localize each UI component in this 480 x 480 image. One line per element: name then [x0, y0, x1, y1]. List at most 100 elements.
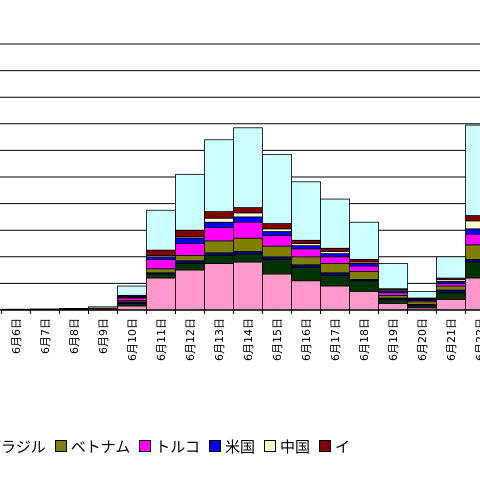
bar-segment: [59, 308, 89, 310]
x-tick-label: 6月19日: [387, 318, 400, 361]
stacked-bar-chart: 6月6日 6月7日 6月8日 6月9日 6月10日 6月11日 6月12日 6月13日 6月14…: [0, 43, 480, 361]
legend: ブラジル ベトナム トルコ 米国 中国 イ: [0, 432, 480, 460]
bar-segment: [262, 259, 292, 275]
bar-segment: [175, 173, 205, 231]
bar-segment: [465, 277, 480, 311]
bar-segment: [291, 248, 321, 258]
bar-segment: [436, 292, 466, 300]
x-tick-label: 6月20日: [416, 318, 429, 361]
legend-label: ベトナム: [70, 437, 131, 456]
legend-item: イ: [319, 436, 350, 457]
legend-swatch: [54, 440, 67, 452]
bar-segment: [262, 245, 292, 258]
bar-segment: [233, 212, 263, 218]
legend-item: ブラジル: [0, 436, 46, 457]
bar-segment: [233, 207, 263, 214]
bar-segment: [175, 263, 205, 271]
x-tick-label: 6月14日: [242, 318, 255, 361]
bar-segment: [465, 259, 480, 263]
bar-segment: [146, 249, 176, 256]
bar-segment: [349, 290, 379, 311]
bar-segment: [175, 229, 205, 238]
bar-segment: [204, 240, 234, 254]
bar-segment: [175, 269, 205, 311]
bar-segment: [465, 233, 480, 246]
x-tick-label: 6月21日: [445, 318, 458, 361]
bar-segment: [436, 298, 466, 311]
x-tick-labels: 6月6日 6月7日 6月8日 6月9日 6月10日 6月11日 6月12日 6月13日 6月14…: [1, 310, 480, 361]
bar-segment: [204, 221, 234, 228]
legend-swatch: [263, 440, 276, 452]
bar-segment: [320, 198, 350, 249]
legend-swatch: [139, 440, 152, 452]
bar-segment: [233, 216, 263, 223]
bar-segment: [204, 255, 234, 264]
bar-segment: [465, 215, 480, 222]
bar-segment: [291, 280, 321, 311]
bar-segment: [436, 285, 466, 291]
bar-segment: [349, 271, 379, 280]
bar-segment: [407, 290, 437, 299]
legend-label: ブラジル: [0, 437, 46, 456]
legend-item: ベトナム: [54, 436, 131, 457]
x-tick-label: 6月16日: [300, 318, 313, 361]
bar-segment: [349, 280, 379, 292]
bar-segment: [146, 268, 176, 274]
x-tick-label: 6月17日: [329, 318, 342, 361]
bar-segment: [320, 285, 350, 311]
legend-swatch: [319, 440, 331, 452]
bar-segment: [291, 181, 321, 241]
bar-segment: [146, 209, 176, 251]
bar-segment: [320, 256, 350, 264]
x-tick-label: 6月13日: [213, 318, 226, 361]
bar-segment: [233, 237, 263, 252]
legend-swatch: [208, 440, 221, 452]
bar-segment: [233, 127, 263, 208]
x-tick-label: 6月15日: [271, 318, 284, 361]
bar-segment: [146, 277, 176, 311]
bar-segment: [233, 221, 263, 239]
bar-segment: [320, 253, 350, 258]
bar-segment: [291, 256, 321, 266]
legend-label: 中国: [279, 437, 310, 456]
legend-label: 米国: [224, 437, 255, 456]
bar-segment: [465, 220, 480, 230]
bar-segment: [204, 227, 234, 242]
bar-segment: [349, 221, 379, 260]
bar-segment: [204, 211, 234, 219]
x-tick-label: 6月6日: [10, 318, 23, 354]
bar-segment: [262, 273, 292, 311]
bar-segment: [175, 237, 205, 244]
bar-segment: [465, 261, 480, 279]
legend-item: 米国: [208, 436, 255, 457]
bar-segment: [262, 153, 292, 224]
bar-segment: [262, 231, 292, 236]
bar-segment: [349, 265, 379, 272]
bar-segment: [204, 263, 234, 311]
x-tick-label: 6月7日: [39, 318, 52, 354]
bar-segment: [291, 267, 321, 282]
bar-segment: [146, 273, 176, 279]
x-tick-label: 6月9日: [97, 318, 110, 354]
bar-segment: [378, 263, 408, 290]
bar-segment: [117, 285, 147, 296]
x-tick-label: 6月8日: [68, 318, 81, 354]
bar-segment: [436, 256, 466, 279]
bar-segment: [146, 259, 176, 270]
bar-segment: [175, 243, 205, 256]
bar-segment: [233, 261, 263, 311]
bar-segment: [465, 228, 480, 235]
x-tick-label: 6月11日: [155, 318, 168, 361]
legend-label: イ: [335, 437, 351, 456]
bar-segment: [320, 247, 350, 252]
x-tick-label: 6月10日: [126, 318, 139, 361]
legend-label: トルコ: [155, 437, 200, 456]
bar-stacks: [1, 124, 480, 311]
legend-item: 中国: [263, 436, 310, 457]
x-tick-label: 6月12日: [184, 318, 197, 361]
x-tick-label: 6月18日: [358, 318, 371, 361]
bar-segment: [291, 245, 321, 250]
bar-segment: [378, 302, 408, 311]
bar-segment: [175, 255, 205, 262]
bar-segment: [262, 223, 292, 230]
